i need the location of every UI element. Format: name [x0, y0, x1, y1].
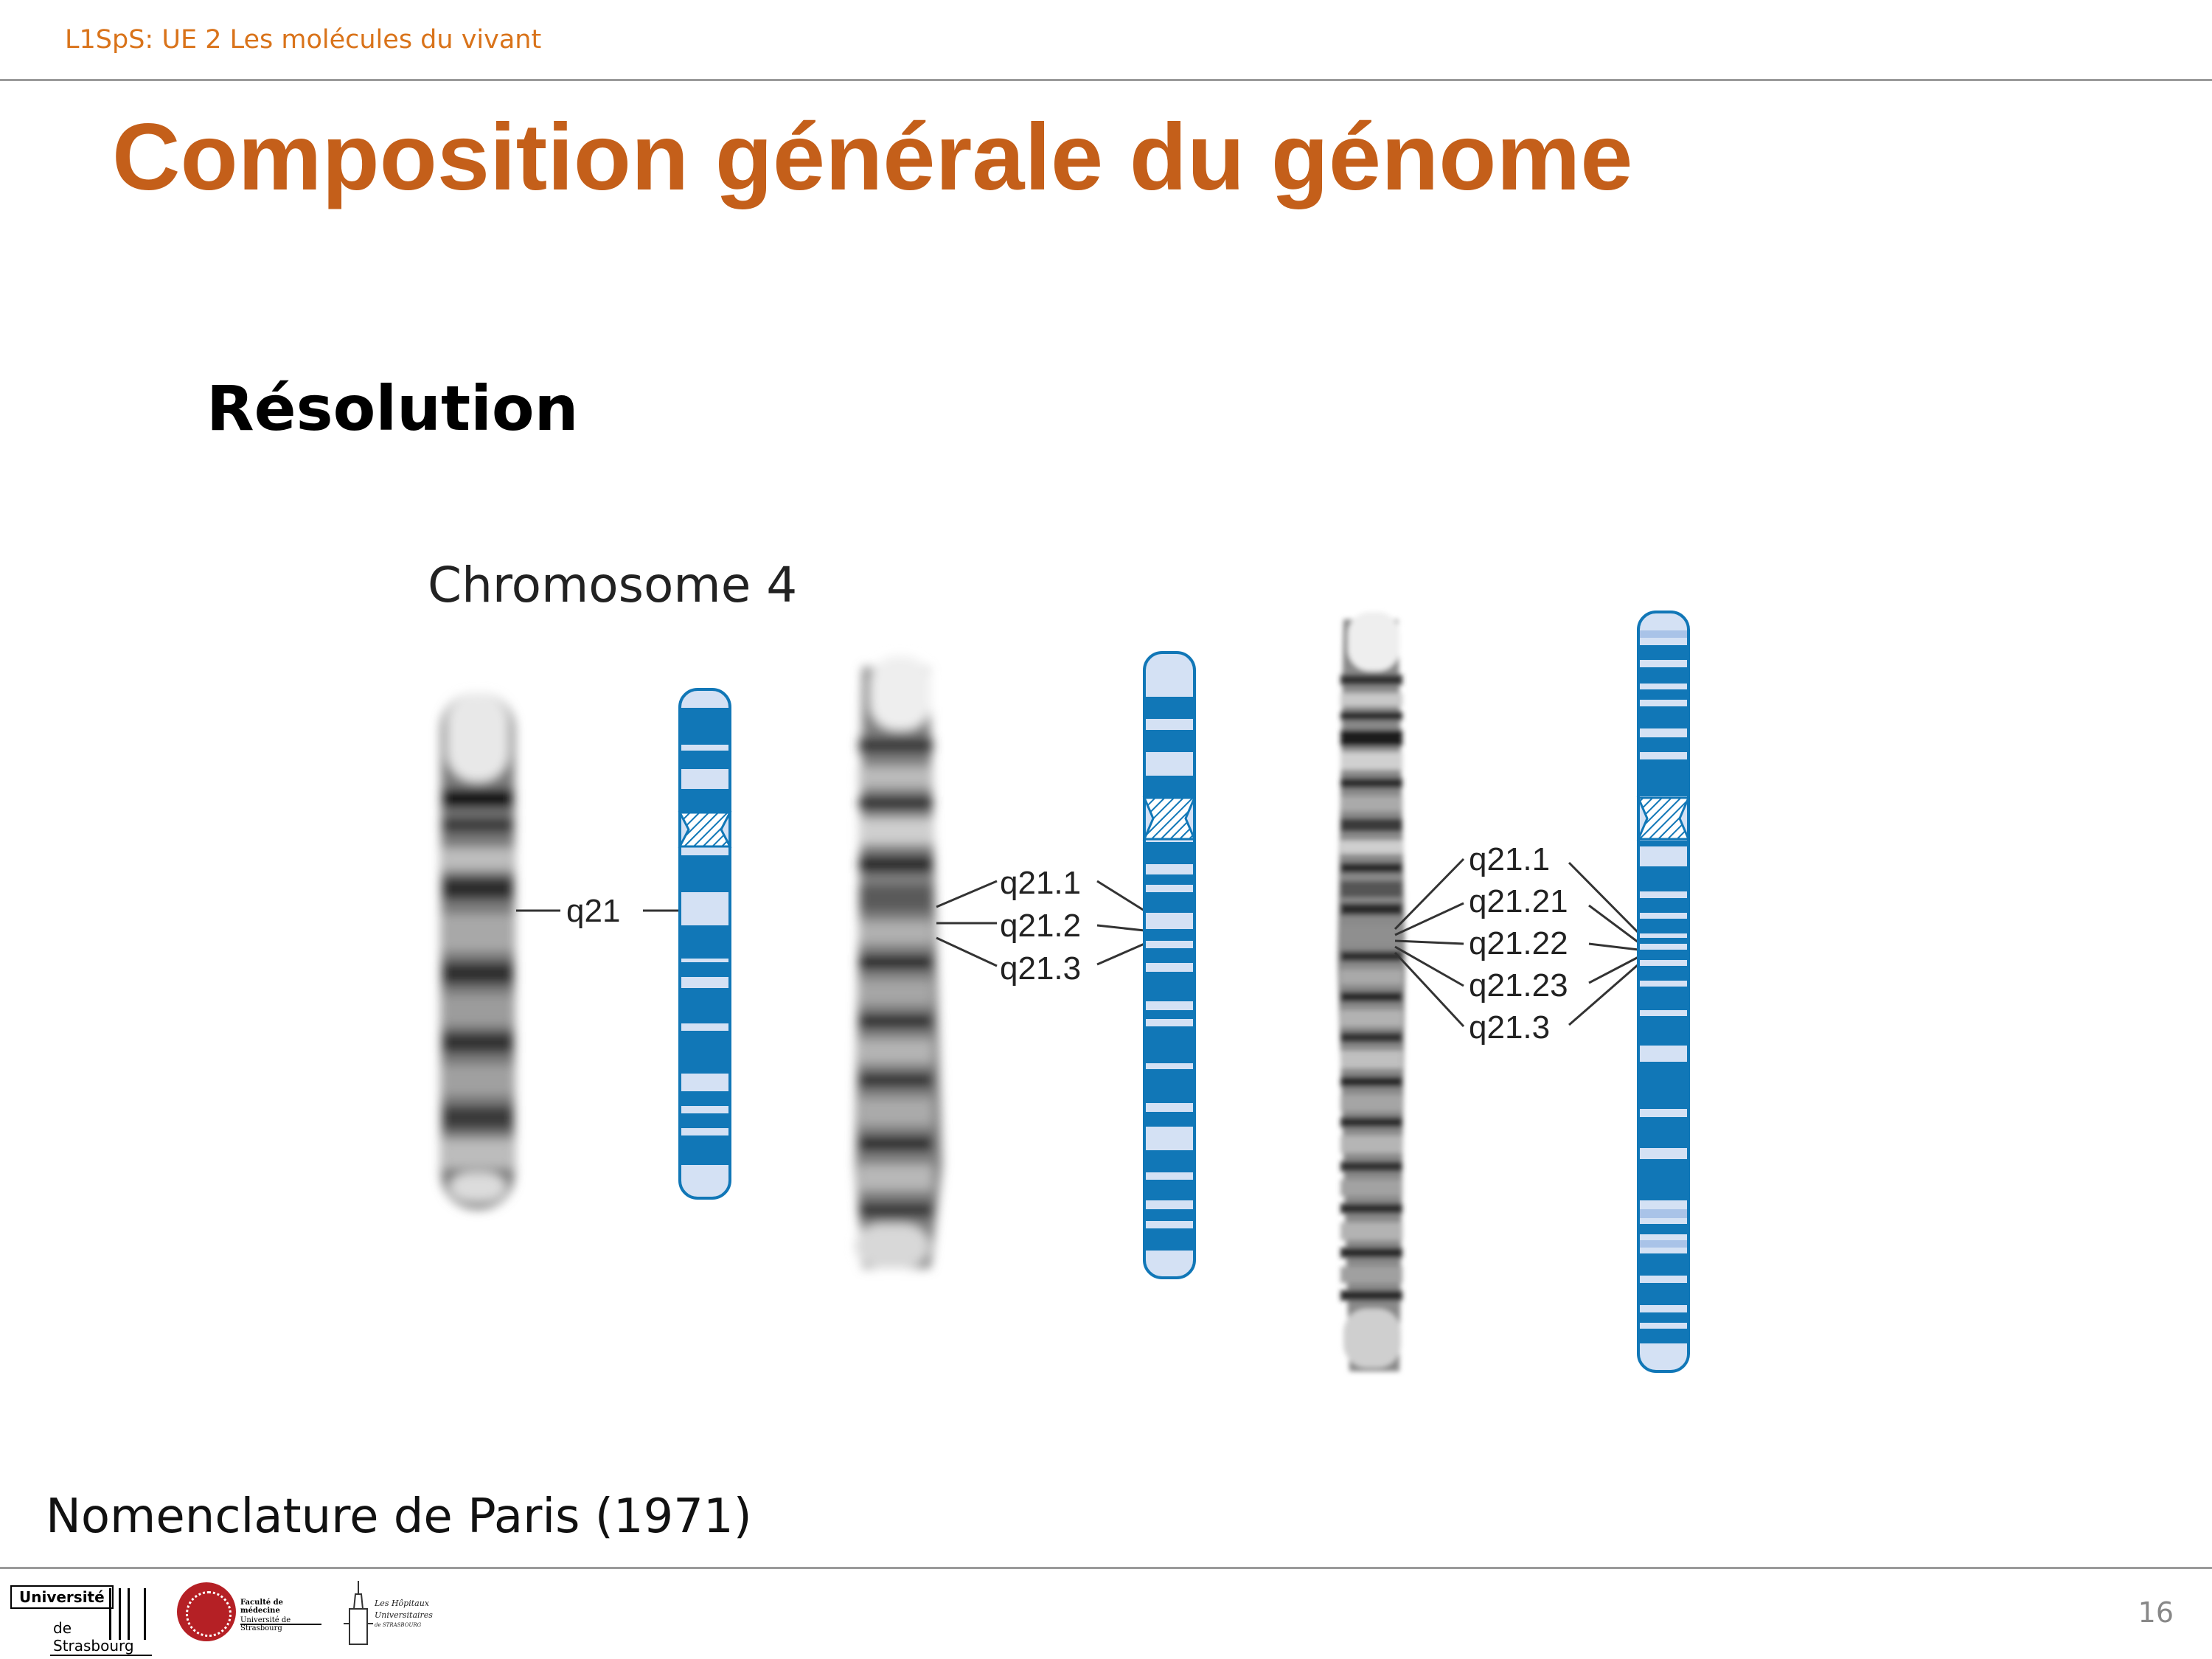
logo-hopitaux-line1: Les Hôpitaux	[375, 1599, 429, 1608]
logo-bars-icon	[109, 1588, 146, 1640]
band-label-q21-23: q21.23	[1469, 967, 1568, 1004]
band-label-q21-3: q21.3	[1000, 950, 1081, 987]
faculte-seal-icon	[177, 1582, 236, 1641]
slide-subtitle: Résolution	[206, 372, 579, 445]
logo-strasbourg-text: de Strasbourg	[50, 1619, 152, 1656]
universite-strasbourg-logo: Université de Strasbourg	[10, 1585, 152, 1656]
pointers-medium	[936, 880, 1145, 967]
band-label-q21: q21	[566, 893, 620, 929]
ideogram-2	[1142, 651, 1197, 1279]
pointers-high	[1394, 858, 1640, 1028]
hopitaux-universitaires-logo: Les Hôpitaux Universitaires de STRASBOUR…	[342, 1579, 433, 1647]
band-label-q21-1: q21.1	[1000, 865, 1081, 901]
chromosome-photo-2	[855, 656, 942, 1268]
band-label-q21-21: q21.21	[1469, 883, 1568, 919]
band-label-q21-1-hr: q21.1	[1469, 841, 1550, 877]
logo-faculte-sub: Université de Strasbourg	[240, 1616, 291, 1632]
chromosome-photo-3	[1338, 612, 1405, 1371]
footer-divider	[0, 1567, 2212, 1569]
logo-universite-text: Université	[10, 1585, 114, 1609]
faculte-medecine-logo: Faculté de médecine Université de Strasb…	[175, 1581, 323, 1644]
ideogram-1	[678, 688, 732, 1200]
logo-faculte-text: Faculté de médecine	[240, 1599, 284, 1615]
course-header: L1SpS: UE 2 Les molécules du vivant	[65, 25, 542, 55]
header-divider	[0, 79, 2212, 81]
band-label-q21-3-hr: q21.3	[1469, 1009, 1550, 1046]
band-label-q21-22: q21.22	[1469, 925, 1568, 961]
footer-note: Nomenclature de Paris (1971)	[46, 1489, 752, 1544]
band-label-q21-2: q21.2	[1000, 908, 1081, 944]
cathedral-icon	[344, 1581, 373, 1645]
logo-hopitaux-line3: de STRASBOURG	[375, 1622, 422, 1628]
logo-hopitaux-line2: Universitaires	[375, 1610, 433, 1620]
logo-faculte-rule	[240, 1624, 321, 1625]
ideogram-3	[1636, 611, 1691, 1373]
page-number: 16	[2138, 1596, 2174, 1629]
figure-caption: Chromosome 4	[428, 557, 798, 613]
chromosome-photo-1	[441, 693, 515, 1209]
slide-title: Composition générale du génome	[112, 105, 1633, 210]
